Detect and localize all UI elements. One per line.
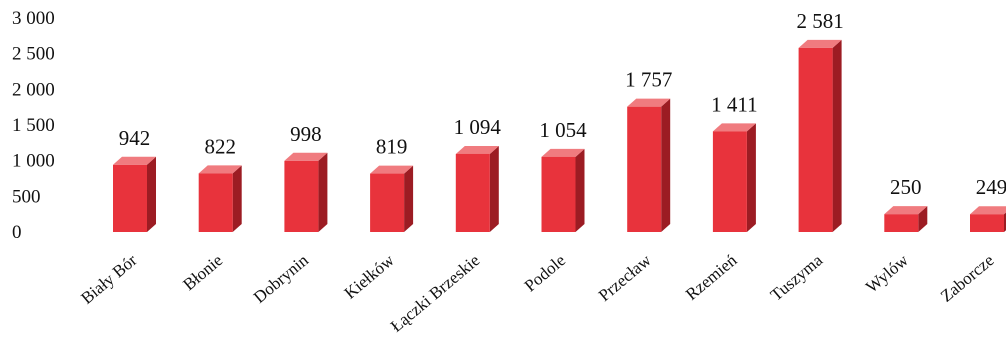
data-label: 1 054 <box>539 118 587 142</box>
data-label: 1 757 <box>625 68 672 92</box>
data-label: 1 094 <box>454 115 502 139</box>
data-label: 819 <box>376 135 408 159</box>
y-tick-label: 500 <box>12 186 41 207</box>
bar-front <box>198 173 233 232</box>
bar-front <box>284 160 319 232</box>
bar-front <box>884 214 919 232</box>
bar-top <box>113 156 156 165</box>
bar-side <box>661 98 671 233</box>
bar <box>284 152 328 232</box>
bar-top <box>455 145 499 154</box>
category-label: Podole <box>521 251 569 296</box>
category-label: Zaborcze <box>937 251 998 306</box>
bar-front <box>970 214 1004 232</box>
category-label: Rzemień <box>682 250 741 304</box>
bar-top <box>284 152 328 161</box>
bar-top <box>541 148 585 157</box>
bar <box>712 123 756 232</box>
bar-side <box>318 152 328 232</box>
bars <box>113 39 1006 233</box>
data-labels: 942 822 998 819 1 094 1 054 1 757 1 411 2 581 250… <box>119 9 1006 199</box>
bar-front <box>798 47 833 232</box>
category-label: Łączki Brzeskie <box>387 251 483 336</box>
bar-top <box>370 165 414 174</box>
bar <box>455 145 499 232</box>
bar <box>627 98 671 233</box>
bar-top <box>198 165 242 174</box>
bar-top <box>884 206 928 215</box>
bar <box>370 165 414 232</box>
bar-side <box>489 145 499 232</box>
bar <box>970 206 1006 232</box>
bar-front <box>541 156 576 232</box>
y-tick-label: 2 000 <box>12 79 55 100</box>
category-label: Przecław <box>595 250 655 305</box>
y-tick-label: 3 000 <box>12 8 55 29</box>
bar-side <box>746 123 756 232</box>
y-tick-label: 0 <box>12 222 22 243</box>
bar-front <box>370 173 405 232</box>
bar-front <box>627 106 662 232</box>
bar-side <box>404 165 414 232</box>
bar-side <box>918 206 928 232</box>
data-label: 942 <box>119 126 151 150</box>
bar-side <box>147 156 156 232</box>
y-axis: 0 500 1 000 1 500 2 000 2 500 3 000 <box>12 8 55 243</box>
bar <box>884 206 928 232</box>
category-label: Tuszyma <box>767 250 827 305</box>
y-tick-label: 2 500 <box>12 44 55 65</box>
category-label: Dobrynin <box>250 250 313 307</box>
data-label: 249 <box>976 175 1006 199</box>
bar-top <box>627 98 671 107</box>
bar-side <box>832 39 842 232</box>
data-label: 250 <box>890 175 922 199</box>
bar <box>798 39 842 232</box>
bar-top <box>970 206 1006 215</box>
category-label: Wylów <box>862 250 912 297</box>
bar <box>198 165 242 232</box>
category-label: Błonie <box>179 251 226 295</box>
data-label: 822 <box>204 134 236 158</box>
bar <box>541 148 585 232</box>
y-tick-label: 1 000 <box>12 151 55 172</box>
data-label: 998 <box>290 122 322 146</box>
bar-top <box>798 39 842 48</box>
y-tick-label: 1 500 <box>12 115 55 136</box>
bar-front <box>113 164 147 232</box>
bar-top <box>712 123 756 132</box>
data-label: 1 411 <box>711 92 757 116</box>
bar-front <box>455 153 490 232</box>
category-label: Kiełków <box>341 250 399 303</box>
bar-side <box>232 165 242 232</box>
data-label: 2 581 <box>796 9 843 33</box>
bar-front <box>712 131 747 232</box>
bar-side <box>575 148 585 232</box>
bar <box>113 156 156 232</box>
category-label: Biały Bór <box>77 250 140 308</box>
